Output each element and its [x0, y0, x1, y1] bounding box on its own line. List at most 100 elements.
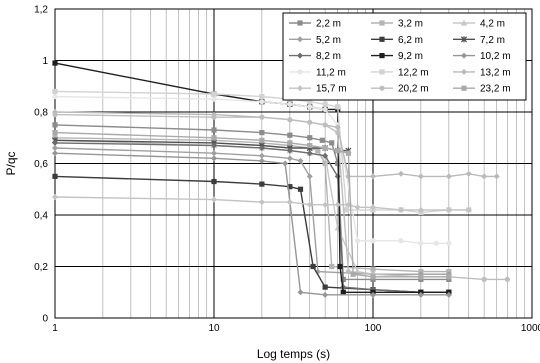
data-point	[52, 93, 58, 100]
y-axis-title: P/qc	[4, 151, 18, 175]
legend-swatch-marker	[461, 68, 467, 75]
series-line	[54, 95, 449, 245]
y-tick-label: 0,8	[34, 108, 48, 119]
data-point	[433, 240, 439, 246]
legend-swatch-marker	[461, 52, 467, 59]
data-point	[259, 130, 265, 136]
data-point	[345, 269, 351, 275]
data-point	[445, 206, 452, 213]
data-point	[297, 289, 304, 296]
data-point	[307, 119, 313, 125]
data-point	[258, 157, 265, 164]
x-tick-label: 10	[208, 323, 220, 334]
series-line	[54, 62, 449, 293]
data-point	[211, 178, 217, 185]
legend: 2,2 m 3,2 m 4,2 m 5,2 m 6,2 m 7,2 m 8,2 m 9,2 m…	[282, 12, 527, 101]
data-point	[52, 60, 58, 66]
data-point	[319, 137, 325, 143]
legend-item: 2,2 m	[289, 19, 341, 30]
data-point	[52, 193, 58, 200]
data-point	[370, 266, 376, 272]
y-tick-label: 1,2	[34, 5, 48, 16]
data-point	[287, 132, 293, 138]
legend-label: 11,2 m	[316, 67, 346, 78]
data-point	[340, 289, 346, 295]
data-point	[297, 157, 304, 164]
data-point	[465, 206, 472, 213]
x-tick-label: 100	[365, 323, 382, 334]
data-point	[307, 104, 313, 110]
legend-swatch-marker	[461, 85, 467, 91]
data-point	[322, 160, 328, 167]
legend-item: 15,7 m	[289, 84, 347, 95]
data-point	[322, 106, 328, 113]
data-point	[306, 201, 313, 208]
data-point	[286, 155, 293, 162]
legend-item: 5,2 m	[289, 35, 341, 46]
y-tick-label: 0,2	[34, 262, 48, 273]
data-point	[334, 124, 341, 131]
legend-swatch-marker	[460, 36, 468, 43]
legend-item: 9,2 m	[371, 51, 423, 62]
data-point	[259, 114, 265, 120]
data-point	[337, 263, 343, 270]
data-point	[370, 204, 376, 211]
data-point	[370, 238, 376, 244]
data-point	[310, 263, 316, 270]
data-point	[306, 173, 313, 180]
data-point	[446, 274, 452, 280]
data-point	[259, 181, 265, 187]
legend-label: 2,2 m	[316, 19, 341, 30]
data-point	[287, 184, 293, 190]
series-line	[54, 147, 449, 275]
data-point	[52, 122, 58, 128]
data-point	[307, 135, 313, 141]
legend-label: 4,2 m	[480, 19, 505, 30]
data-point	[397, 170, 404, 177]
legend-swatch-marker	[297, 85, 303, 92]
legend-item: 10,2 m	[453, 51, 511, 62]
data-point	[329, 140, 335, 146]
legend-label: 12,2 m	[398, 67, 429, 78]
legend-label: 23,2 m	[480, 84, 511, 95]
series-layer	[51, 60, 510, 298]
data-point	[481, 276, 487, 282]
series-23-2-mline	[52, 130, 452, 280]
data-point	[52, 130, 58, 136]
series-line	[54, 137, 449, 273]
series-line	[54, 131, 449, 278]
legend-label: 15,7 m	[316, 84, 347, 95]
data-point	[52, 111, 58, 118]
legend-swatch-marker	[297, 20, 303, 26]
data-point	[258, 145, 265, 152]
data-point	[307, 142, 313, 149]
data-point	[211, 91, 217, 97]
series-4-2-mline	[51, 137, 453, 277]
legend-item: 20,2 m	[371, 84, 429, 95]
legend-swatch-marker	[379, 69, 385, 75]
data-point	[322, 122, 328, 128]
data-point	[397, 206, 404, 213]
data-point	[259, 137, 265, 143]
series-line	[54, 124, 449, 281]
data-point	[504, 276, 510, 282]
data-point	[211, 150, 217, 157]
data-point	[418, 240, 424, 246]
data-point	[335, 104, 341, 110]
data-point	[481, 173, 488, 180]
data-point	[307, 99, 313, 105]
data-point	[370, 274, 376, 280]
data-point	[334, 201, 341, 208]
legend-item: 7,2 m	[453, 35, 505, 46]
data-point	[306, 150, 313, 157]
legend-swatch-marker	[297, 69, 303, 75]
data-point	[335, 160, 341, 167]
data-point	[493, 173, 500, 180]
legend-item: 4,2 m	[453, 19, 505, 30]
legend-label: 3,2 m	[398, 19, 423, 30]
data-point	[322, 284, 328, 290]
data-point	[370, 291, 376, 298]
data-point	[211, 142, 217, 149]
